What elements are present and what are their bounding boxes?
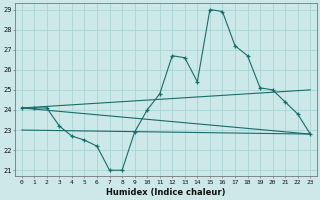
- X-axis label: Humidex (Indice chaleur): Humidex (Indice chaleur): [106, 188, 226, 197]
